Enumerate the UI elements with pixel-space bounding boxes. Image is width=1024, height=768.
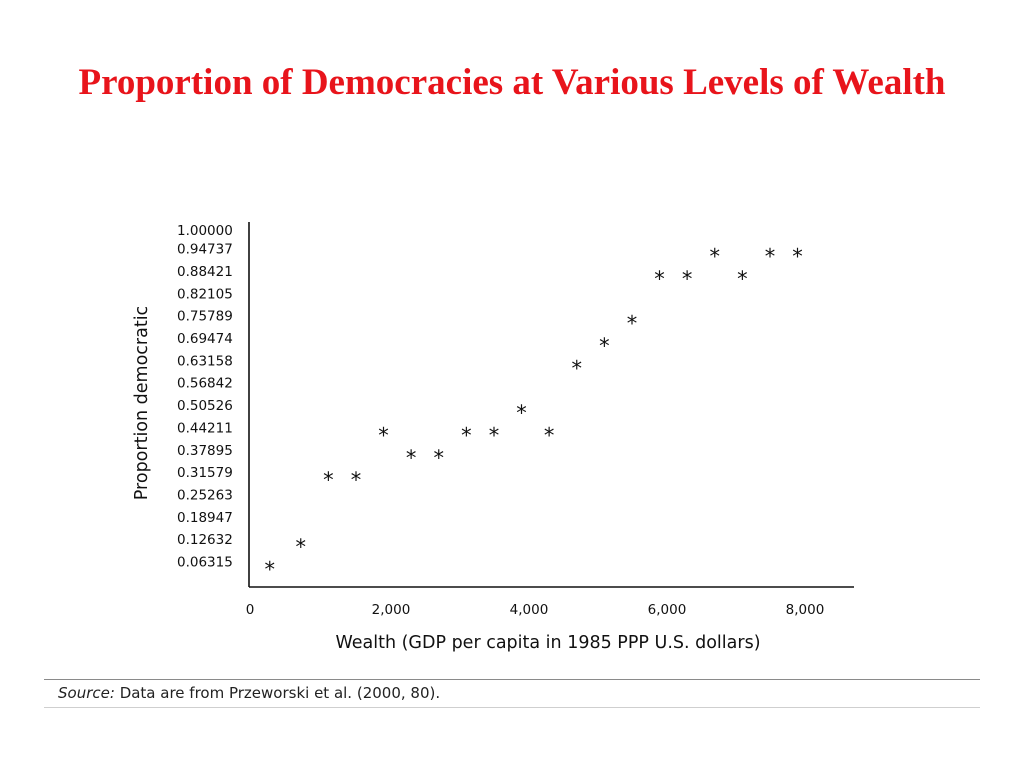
data-point: * [627,312,638,336]
data-point: * [737,267,748,291]
source-rule-bottom [44,707,980,708]
y-tick-label: 0.06315 [177,555,233,571]
data-point: * [351,468,362,492]
data-point: * [378,423,389,447]
y-tick-label: 0.69474 [177,331,233,347]
y-tick-label: 0.94737 [177,242,233,258]
data-points: * * * * * * * * * * * * * * * * * * * * [264,245,802,582]
x-tick-label: 4,000 [510,602,549,618]
scatter-chart: 0.06315 0.12632 0.18947 0.25263 0.31579 0.378… [132,222,854,653]
data-point: * [654,267,665,291]
data-point: * [264,558,275,582]
y-tick-label: 0.82105 [177,286,233,302]
y-tick-label: 0.12632 [177,532,233,548]
source-text: Data are from Przeworski et al. (2000, 8… [119,684,441,702]
data-point: * [765,245,776,269]
source-label: Source: [58,684,115,702]
y-tick-label: 0.31579 [177,465,233,481]
y-tick-label: 0.37895 [177,443,233,459]
source-rule-top [44,679,980,680]
y-tick-label: 0.56842 [177,376,233,392]
data-point: * [599,334,610,358]
data-point: * [489,423,500,447]
y-tick-label: 0.88421 [177,264,233,280]
x-tick-label: 6,000 [648,602,687,618]
y-tick-label: 0.18947 [177,510,233,526]
x-tick-label: 8,000 [786,602,825,618]
x-tick-label: 2,000 [372,602,411,618]
y-tick-label: 0.75789 [177,309,233,325]
y-tick-label: 0.44211 [177,420,233,436]
data-point: * [572,356,583,380]
data-point: * [682,267,693,291]
data-point: * [792,245,803,269]
y-tick-label: 0.63158 [177,353,233,369]
x-tick-label: 0 [246,602,255,618]
y-tick-label: 0.50526 [177,398,233,414]
data-point: * [406,446,417,470]
y-tick-labels: 0.06315 0.12632 0.18947 0.25263 0.31579 0.378… [177,223,233,571]
x-axis-title: Wealth (GDP per capita in 1985 PPP U.S. … [335,633,760,653]
y-tick-label: 0.25263 [177,487,233,503]
data-point: * [434,446,445,470]
data-point: * [461,423,472,447]
data-point: * [516,401,527,425]
y-tick-label: 1.00000 [177,223,233,239]
slide-title: Proportion of Democracies at Various Lev… [78,62,946,103]
data-point: * [323,468,334,492]
x-tick-labels: 0 2,000 4,000 6,000 8,000 [246,602,825,618]
data-point: * [544,423,555,447]
source-note: Source: Data are from Przeworski et al. … [58,684,440,702]
y-axis-title: Proportion democratic [132,306,152,500]
data-point: * [296,535,307,559]
data-point: * [710,245,721,269]
